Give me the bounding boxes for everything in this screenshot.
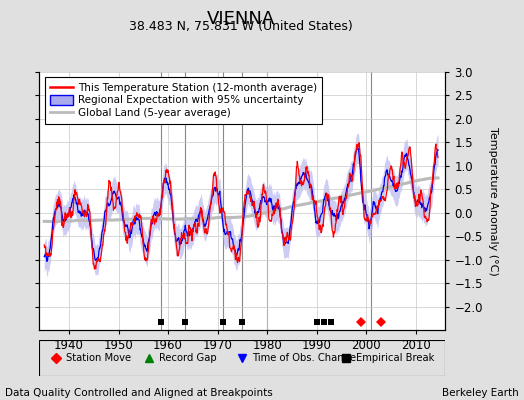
Text: 38.483 N, 75.831 W (United States): 38.483 N, 75.831 W (United States) <box>129 20 353 33</box>
Text: VIENNA: VIENNA <box>207 10 275 28</box>
Text: Record Gap: Record Gap <box>159 353 217 363</box>
Text: Empirical Break: Empirical Break <box>356 353 434 363</box>
Y-axis label: Temperature Anomaly (°C): Temperature Anomaly (°C) <box>488 127 498 275</box>
Text: Data Quality Controlled and Aligned at Breakpoints: Data Quality Controlled and Aligned at B… <box>5 388 273 398</box>
Text: Time of Obs. Change: Time of Obs. Change <box>253 353 357 363</box>
Text: Berkeley Earth: Berkeley Earth <box>442 388 519 398</box>
Legend: This Temperature Station (12-month average), Regional Expectation with 95% uncer: This Temperature Station (12-month avera… <box>45 77 322 124</box>
Text: Station Move: Station Move <box>66 353 131 363</box>
